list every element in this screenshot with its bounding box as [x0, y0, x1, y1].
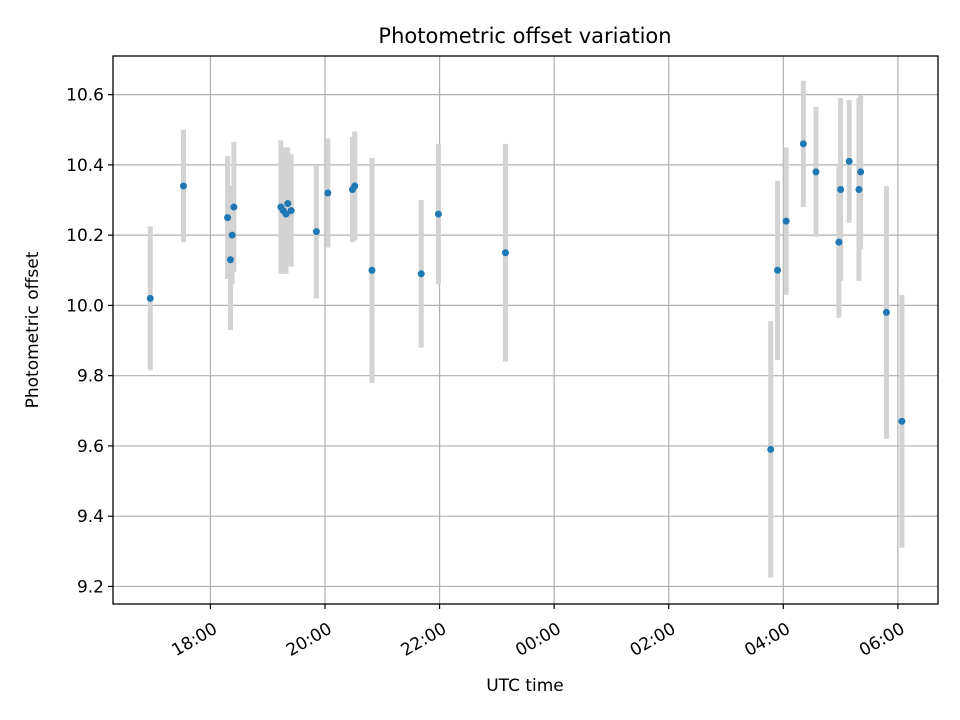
data-point [368, 266, 376, 274]
data-point [282, 210, 290, 218]
y-tick-label: 9.2 [77, 577, 104, 597]
data-point [857, 168, 865, 176]
data-point [179, 182, 187, 190]
x-axis-label: UTC time [486, 676, 564, 696]
y-tick-label: 10.2 [66, 226, 104, 246]
data-point [774, 266, 782, 274]
data-point [230, 203, 238, 211]
data-point [898, 417, 906, 425]
data-point [146, 294, 154, 302]
data-point [501, 249, 509, 257]
data-point [324, 189, 332, 197]
data-point [812, 168, 820, 176]
data-point [228, 231, 236, 239]
y-tick-label: 10.6 [66, 86, 104, 106]
data-point [855, 185, 863, 193]
plot-frame [112, 55, 939, 605]
data-point [287, 207, 295, 215]
y-tick-label: 9.8 [77, 367, 104, 387]
data-point [224, 214, 232, 222]
data-point [882, 308, 890, 316]
y-axis-ticks: 9.2 9.4 9.6 9.8 10.0 10.2 10.4 10.6 [66, 86, 113, 597]
y-tick-label: 9.4 [77, 507, 104, 527]
data-point [835, 238, 843, 246]
data-point [284, 200, 292, 208]
y-axis-label: Photometric offset [23, 251, 43, 408]
y-tick-label: 9.6 [77, 437, 104, 457]
data-point [782, 217, 790, 225]
data-points [146, 140, 906, 453]
data-point [312, 228, 320, 236]
y-tick-label: 10.0 [66, 296, 104, 316]
data-point [434, 210, 442, 218]
data-point [845, 157, 853, 165]
y-tick-label: 10.4 [66, 156, 104, 176]
data-point [837, 185, 845, 193]
data-point [767, 445, 775, 453]
chart-title: Photometric offset variation [378, 24, 671, 48]
data-point [351, 182, 359, 190]
data-point [799, 140, 807, 148]
data-point [417, 270, 425, 278]
data-point [226, 256, 234, 264]
